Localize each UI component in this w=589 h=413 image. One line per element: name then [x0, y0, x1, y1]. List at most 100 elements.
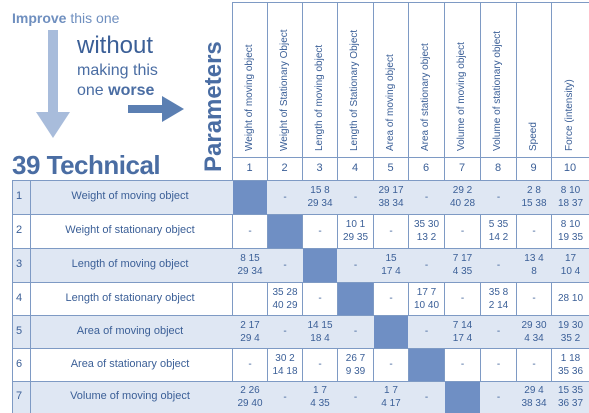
matrix-cell-diagonal	[374, 316, 408, 348]
matrix-cell-line: 29 2	[452, 185, 473, 196]
matrix-cell-line: -	[318, 293, 322, 304]
column-number: 9	[530, 162, 537, 174]
matrix-cell-diagonal	[233, 181, 267, 214]
making-text: making this	[77, 62, 158, 79]
matrix-cell: 8 10 18 37	[552, 184, 589, 210]
down-arrow-icon	[36, 30, 70, 138]
matrix-cell-line: -	[460, 359, 465, 370]
row-number: 6	[16, 357, 23, 370]
matrix-cell: 14 15 18 4	[303, 319, 337, 345]
improve-instruction: Improve this one	[12, 10, 119, 26]
matrix-cell: 29 4 38 34	[517, 384, 551, 410]
matrix-cell: -	[233, 358, 267, 371]
worse-text: worse	[108, 82, 155, 99]
matrix-cell-line: 29 17	[378, 185, 404, 196]
matrix-cell-line: -	[353, 391, 358, 403]
matrix-cell-line: 40 29	[272, 299, 298, 311]
matrix-cell-line: -	[389, 293, 393, 304]
column-header-label: Volume of moving object	[456, 42, 467, 151]
matrix-cell: -	[481, 259, 516, 272]
one-worse-text: one worse	[77, 82, 154, 100]
column-number: 8	[494, 162, 502, 174]
column-header-label: Speed	[527, 122, 539, 151]
matrix-cell-line: -	[283, 259, 287, 271]
matrix-cell-line: -	[389, 225, 393, 237]
matrix-cell: -	[268, 391, 302, 404]
row-rule	[12, 248, 589, 249]
matrix-cell: -	[338, 325, 373, 338]
row-rule	[12, 214, 589, 215]
matrix-cell-line: 35 28	[272, 286, 298, 298]
matrix-cell-line: 10 4	[560, 266, 581, 277]
row-area-left-border	[12, 180, 13, 413]
row-band	[12, 315, 589, 348]
matrix-cell: -	[517, 358, 551, 371]
matrix-cell-line: 4 35	[310, 398, 330, 409]
matrix-cell-line: -	[353, 191, 358, 203]
parameters-label: Parameters	[200, 41, 227, 172]
row-rule	[12, 315, 589, 316]
matrix-cell: -	[481, 191, 516, 204]
matrix-cell-line: 17 4	[452, 332, 473, 344]
matrix-cell: 2 17 29 4	[233, 319, 267, 345]
matrix-cell: -	[409, 391, 444, 404]
column-header-label: Area of stationary object	[420, 43, 431, 151]
matrix-cell: -	[481, 358, 516, 371]
matrix-cell: -	[409, 259, 444, 272]
matrix-cell: 2 8 15 38	[517, 184, 551, 210]
row-parameter-label: Length of stationary object	[65, 291, 195, 304]
row-parameter-label: Length of moving object	[71, 258, 189, 270]
matrix-cell: 17 7 10 40	[409, 286, 444, 312]
row-rule	[12, 180, 589, 181]
matrix-cell: 15 35 36 37	[552, 384, 589, 410]
matrix-cell: -	[445, 358, 480, 371]
matrix-cell: -	[268, 191, 302, 204]
matrix-cell: -	[268, 325, 302, 338]
matrix-cell-line: -	[496, 359, 501, 370]
matrix-cell: 35 30 13 2	[409, 218, 444, 244]
matrix-cell: -	[338, 191, 373, 204]
matrix-cell: 5 35 14 2	[481, 218, 516, 244]
matrix-cell-line: 4 34	[524, 332, 544, 344]
matrix-cell: 35 28 40 29	[268, 286, 302, 312]
matrix-cell-line: -	[248, 225, 252, 237]
improve-rest: this one	[66, 10, 120, 26]
matrix-cell: 7 17 4 35	[445, 252, 480, 278]
matrix-cell-line: 29 40	[237, 398, 263, 409]
matrix-cell-line: 40 28	[449, 198, 476, 209]
row-rule	[12, 348, 589, 349]
matrix-cell-line: -	[532, 359, 536, 370]
matrix-cell-line: 8	[531, 266, 537, 277]
column-number: 6	[422, 162, 430, 174]
row-number: 5	[16, 324, 23, 337]
matrix-cell-line: -	[424, 391, 429, 403]
matrix-cell-line: 8 15	[240, 253, 260, 264]
matrix-cell: 15 17 4	[374, 252, 408, 278]
matrix-cell-line: 19 30	[557, 319, 584, 331]
row-number-divider	[30, 180, 31, 413]
matrix-cell-line: 29 4	[524, 385, 544, 396]
matrix-cell: -	[445, 225, 480, 238]
row-number: 7	[16, 390, 23, 402]
right-arrow-icon	[128, 96, 184, 122]
matrix-cell: -	[303, 225, 337, 238]
matrix-cell-line: -	[496, 326, 501, 337]
matrix-cell-line: 29 34	[307, 198, 333, 209]
matrix-cell-line: 13 2	[416, 232, 437, 243]
row-rule	[12, 282, 589, 283]
row-parameter-label: Weight of stationary object	[65, 224, 195, 236]
matrix-cell: -	[481, 325, 516, 338]
matrix-cell: 1 7 4 17	[374, 384, 408, 410]
matrix-cell: 1 7 4 35	[303, 384, 337, 410]
matrix-cell-line: 29 4	[240, 332, 260, 344]
matrix-cell: -	[517, 225, 551, 238]
matrix-cell-line: -	[424, 326, 429, 337]
matrix-cell-line: -	[496, 259, 501, 271]
matrix-cell: -	[374, 225, 408, 238]
matrix-cell: -	[374, 292, 408, 305]
matrix-cell-diagonal	[445, 382, 480, 413]
row-band	[12, 381, 589, 413]
matrix-cell-line: 38 34	[521, 398, 547, 409]
